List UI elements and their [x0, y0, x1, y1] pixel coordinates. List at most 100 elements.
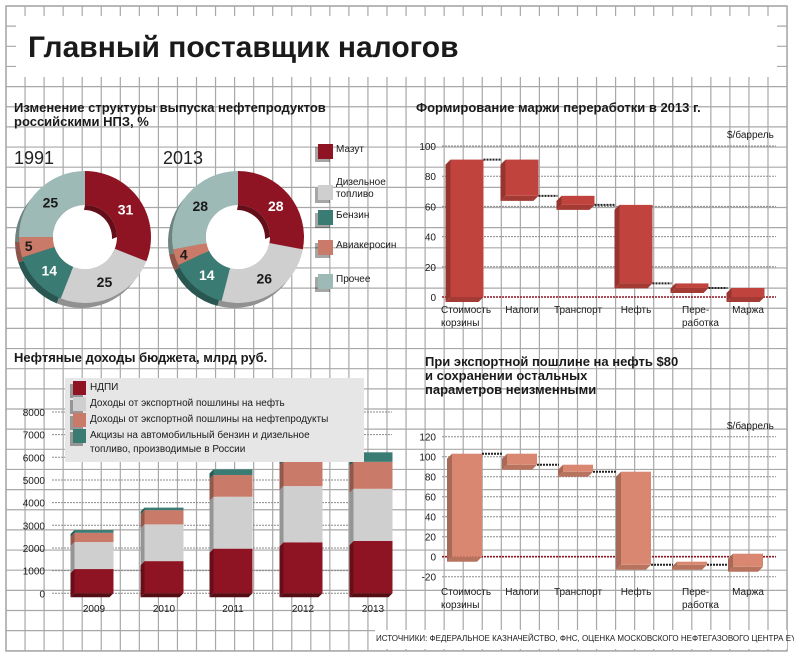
source-note: ИСТОЧНИКИ: ФЕДЕРАЛЬНОЕ КАЗНАЧЕЙСТВО, ФНС…: [376, 634, 794, 643]
bar-legend-item-ndpi: НДПИ: [73, 381, 358, 395]
waterfall-bar-side: [616, 471, 621, 570]
waterfall-bar-bottom: [672, 564, 707, 570]
donut-slice-Авиакеросин: [19, 237, 55, 258]
diesel-swatch-icon: [318, 185, 333, 200]
bar-side: [70, 542, 75, 574]
y-tick-label: 20: [425, 533, 437, 544]
waterfall-bar-side: [447, 453, 452, 562]
x-tick-label: корзины: [441, 318, 479, 329]
y-tick-label: 0: [430, 553, 436, 564]
x-tick-label: Нефть: [621, 586, 652, 598]
donut-value-label: 25: [43, 194, 59, 210]
waterfall-bar-side: [556, 195, 562, 210]
x-tick-label: корзины: [441, 600, 479, 611]
legend-label: НДПИ: [90, 382, 119, 393]
waterfall-bar-Нефть: [621, 471, 651, 565]
waterfall-bar-side: [558, 464, 563, 477]
bar-segment-2010: [144, 510, 184, 525]
waterfall-bar-bottom: [558, 471, 593, 477]
x-tick-label: Маржа: [732, 587, 764, 598]
donut-value-label: 14: [41, 263, 57, 279]
waterfall-chart-80: -20 0 20 40 60 80 100 120 Стоимость корзины Налоги…: [419, 433, 776, 611]
waterfall-bar-Переработка: [677, 561, 707, 565]
x-tick-label: Пере-: [682, 587, 709, 598]
waterfall1-title: Формирование маржи переработки в 2013 г.: [416, 100, 701, 115]
grid-border: [5, 5, 788, 652]
y-tick-label: 0: [39, 589, 45, 600]
y-tick-label: 4000: [23, 499, 46, 510]
x-tick-label: Налоги: [505, 305, 539, 316]
bar-segment-2010: [144, 507, 184, 511]
y-tick-label: 100: [419, 142, 436, 153]
bar-legend-item-oil-duty: Доходы от экспортной пошлины на нефть: [73, 397, 358, 411]
oil-duty-swatch-icon: [73, 397, 86, 411]
bar-base: [279, 593, 323, 598]
waterfall1-unit: $/баррель: [727, 130, 774, 141]
bar-side: [209, 548, 214, 598]
x-tick-label: 2009: [83, 604, 106, 615]
bar-side: [279, 486, 284, 547]
benzin-swatch-icon: [318, 210, 333, 225]
legend-label: Бензин: [336, 210, 370, 221]
donut-value-label: 31: [118, 201, 134, 217]
donut-slice-Мазут: [85, 171, 151, 262]
mazut-swatch-icon: [318, 144, 333, 159]
bar-legend: НДПИ Доходы от экспортной пошлины на неф…: [65, 378, 364, 462]
excise-swatch-icon: [73, 429, 86, 443]
bar-side: [70, 532, 75, 547]
waterfall-bar-side: [726, 287, 732, 302]
y-tick-label: 3000: [23, 521, 46, 532]
waterfall-bar-Налоги: [507, 453, 537, 465]
donut-inner-wall: [237, 205, 270, 239]
donut-value-label: 28: [192, 198, 208, 214]
waterfall-bar-Налоги: [505, 159, 539, 196]
waterfall-bar-Транспорт: [561, 195, 595, 205]
bar-section-title: Нефтяные доходы бюджета, млрд руб.: [14, 350, 268, 365]
donut-title-line2: российскими НПЗ, %: [14, 114, 149, 129]
waterfall-bar-bottom: [445, 297, 484, 302]
bar-segment-2013: [353, 452, 393, 462]
waterfall-bar-side: [672, 561, 677, 570]
waterfall-bar-side: [670, 283, 676, 293]
legend-label: Авиакеросин: [336, 240, 397, 251]
x-tick-label: Транспорт: [554, 587, 603, 598]
waterfall-bar-bottom: [500, 195, 539, 201]
bar-segment-2012: [283, 542, 323, 594]
legend-label-line1: Дизельное: [336, 177, 386, 188]
title-panel: [16, 16, 777, 77]
legend-label: Доходы от экспортной пошлины на нефтепро…: [90, 414, 329, 425]
bar-segment-2009: [74, 542, 114, 570]
x-tick-label: 2011: [222, 604, 244, 615]
donut-2013-label: 2013: [163, 148, 204, 168]
waterfall-bar-bottom: [616, 564, 651, 570]
y-tick-label: 20: [425, 263, 437, 274]
legend-item-avia: Авиакеросин: [318, 240, 396, 255]
bar-segment-2011: [213, 469, 253, 475]
y-tick-label: 40: [425, 233, 437, 244]
legend-item-benzin: Бензин: [318, 210, 369, 225]
legend-label: Прочее: [336, 274, 371, 285]
donut-slice-Прочее: [172, 171, 238, 250]
waterfall-bar-bottom: [726, 297, 765, 302]
waterfall-bar-Транспорт: [563, 464, 593, 472]
bar-segment-2012: [283, 460, 323, 487]
x-tick-label: работка: [682, 317, 719, 329]
bar-segment-2010: [144, 524, 184, 562]
waterfall-bar-Стоимость корзины: [450, 159, 484, 297]
avia-swatch-icon: [318, 240, 333, 255]
bar-base: [209, 593, 253, 598]
bar-side: [279, 542, 284, 598]
x-tick-label: Стоимость: [441, 587, 491, 598]
waterfall-bar-bottom: [728, 566, 763, 572]
donut-chart-2013: 28 26 14 4 28: [167, 171, 304, 308]
ndpi-swatch-icon: [73, 381, 86, 395]
waterfall-bar-side: [502, 453, 507, 470]
other-swatch-icon: [318, 274, 333, 289]
donut-hole: [206, 205, 270, 269]
x-tick-label: Нефть: [621, 304, 652, 316]
waterfall-bar-side: [445, 159, 451, 302]
bar-segment-2011: [213, 496, 253, 549]
waterfall-bar-bottom: [670, 287, 709, 293]
